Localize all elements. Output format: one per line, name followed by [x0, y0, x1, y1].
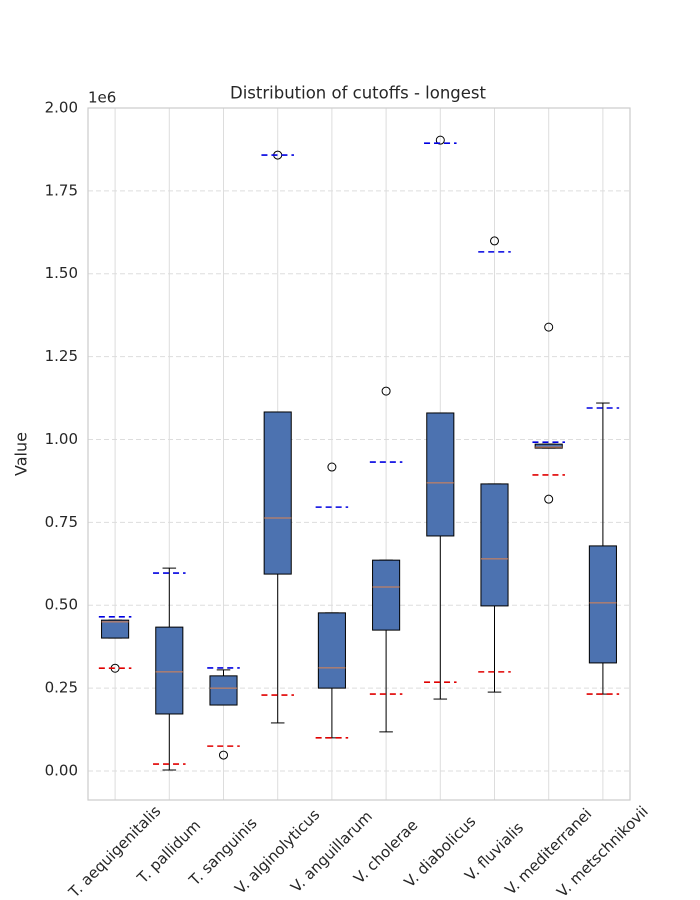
y-tick-label: 1.00 [45, 430, 78, 448]
y-tick-label: 0.75 [45, 513, 78, 531]
plot-frame [87, 107, 631, 801]
y-tick-label: 1.75 [45, 181, 78, 199]
chart-title: Distribution of cutoffs - longest [230, 84, 487, 103]
flier [381, 386, 391, 396]
box [209, 675, 238, 706]
box [534, 443, 563, 449]
y-tick-label: 1.50 [45, 264, 78, 282]
x-tick-label: T. aequigenitalis [64, 802, 164, 900]
y-tick-label: 0.00 [45, 761, 78, 779]
y-axis-label: Value [12, 432, 31, 476]
offset-label: 1e6 [88, 89, 116, 107]
y-tick-label: 2.00 [45, 99, 78, 117]
box [155, 626, 184, 715]
x-tick-label: V. metschnikovii [553, 802, 652, 900]
y-tick-label: 0.50 [45, 596, 78, 614]
box [480, 483, 509, 607]
y-tick-label: 1.25 [45, 347, 78, 365]
box [426, 412, 455, 537]
flier [219, 750, 228, 760]
box [101, 619, 130, 639]
flier [327, 462, 337, 472]
box [372, 559, 401, 631]
box [588, 545, 617, 664]
flier [544, 494, 554, 504]
flier [490, 236, 499, 246]
flier [544, 322, 554, 332]
box [263, 411, 292, 575]
y-tick-label: 0.25 [45, 679, 78, 697]
flier [435, 135, 445, 145]
box [317, 612, 346, 689]
